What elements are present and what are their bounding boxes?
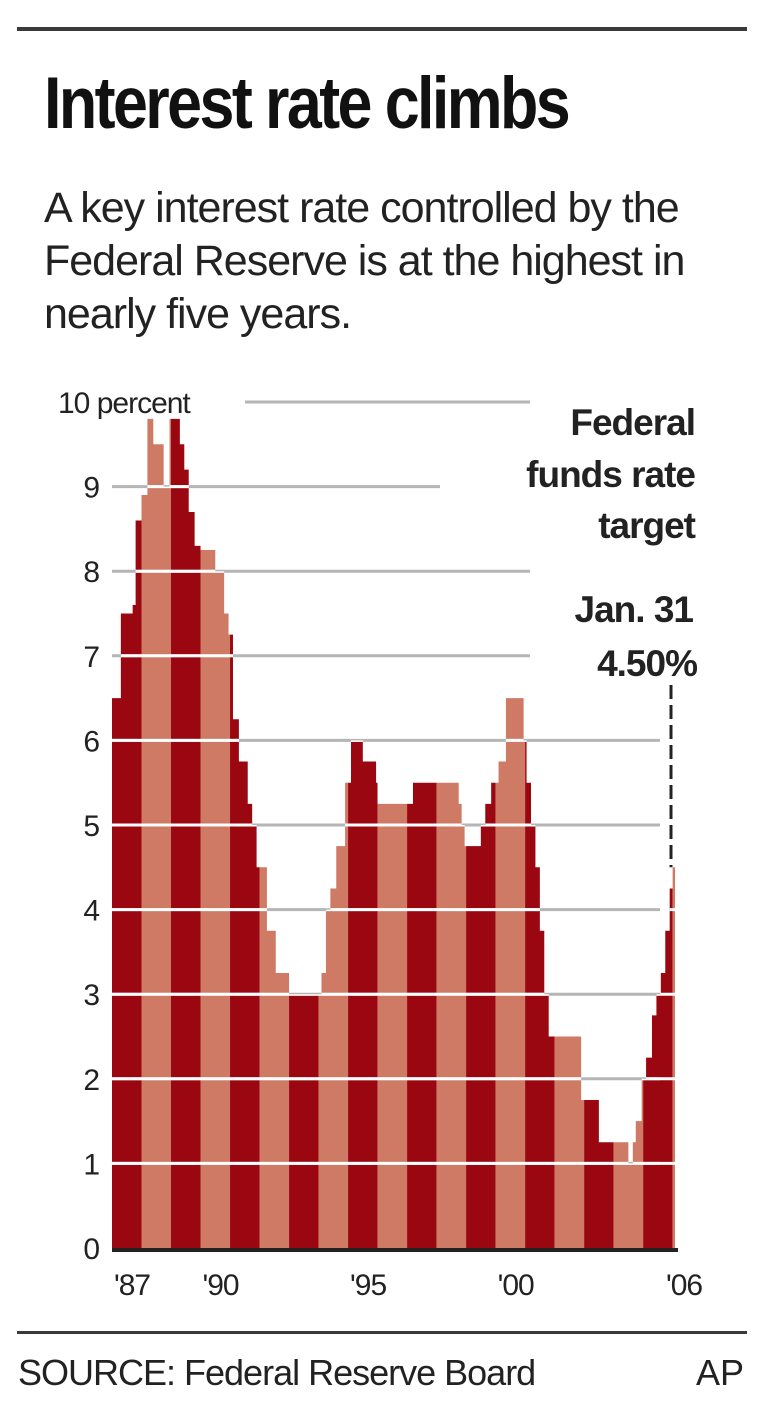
year-band-1996 <box>377 418 408 1248</box>
annotation-label-line: funds rate <box>526 454 695 495</box>
bottom-rule <box>17 1331 747 1334</box>
y-tick-label: 5 <box>83 810 99 843</box>
year-band-1989 <box>171 418 201 1248</box>
year-band-1990 <box>200 418 231 1248</box>
annotation: Federal funds rate target Jan. 31 4.50% <box>526 402 698 868</box>
y-tick-label: 6 <box>83 725 99 758</box>
x-tick-label: '06 <box>666 1269 702 1302</box>
year-band-1994 <box>318 418 349 1248</box>
source-note: SOURCE: Federal Reserve Board <box>18 1352 536 1393</box>
year-band-1997 <box>407 418 437 1248</box>
y-tick-label: 0 <box>83 1233 99 1266</box>
annotation-label-line: Federal <box>570 402 695 443</box>
y-tick-label: 10 percent <box>58 387 191 420</box>
year-band-2002 <box>554 418 585 1248</box>
credit: AP <box>695 1352 744 1393</box>
year-bands <box>112 418 675 1248</box>
page-title: Interest rate climbs <box>44 63 571 144</box>
year-band-2001 <box>525 418 555 1248</box>
x-tick-label: '00 <box>498 1269 534 1302</box>
annotation-date: Jan. 31 <box>575 589 694 630</box>
year-band-1988 <box>141 418 172 1248</box>
annotation-value: 4.50% <box>597 643 697 684</box>
x-axis-ticks: '87 '90 '95 '00 '06 <box>114 1269 703 1302</box>
gridlines <box>112 400 675 1165</box>
subtitle: A key interest rate controlled by the Fe… <box>44 184 685 338</box>
year-band-1995 <box>348 418 378 1248</box>
top-rule <box>17 27 747 31</box>
y-tick-label: 4 <box>83 895 99 928</box>
y-tick-label: 7 <box>83 641 99 674</box>
annotation-label-line: target <box>598 505 695 546</box>
year-band-1987 <box>112 418 142 1248</box>
year-band-1993 <box>289 418 319 1248</box>
y-tick-label: 3 <box>83 979 99 1012</box>
y-axis-ticks: 0 1 2 3 4 5 6 7 8 9 10 percent <box>58 387 192 1266</box>
year-band-1991 <box>230 418 260 1248</box>
chart: 0 1 2 3 4 5 6 7 8 9 10 percent '87 '90 '95 '00 '06 Fed… <box>58 387 703 1302</box>
x-tick-label: '87 <box>114 1269 150 1302</box>
y-tick-label: 8 <box>83 556 99 589</box>
year-band-1999 <box>466 418 496 1248</box>
year-band-1998 <box>436 418 467 1248</box>
y-tick-label: 9 <box>83 472 99 505</box>
y-tick-label: 2 <box>83 1064 99 1097</box>
x-tick-label: '90 <box>203 1269 239 1302</box>
y-tick-label: 1 <box>83 1148 99 1181</box>
year-band-2000 <box>495 418 526 1248</box>
year-band-1992 <box>259 418 290 1248</box>
x-tick-label: '95 <box>350 1269 386 1302</box>
